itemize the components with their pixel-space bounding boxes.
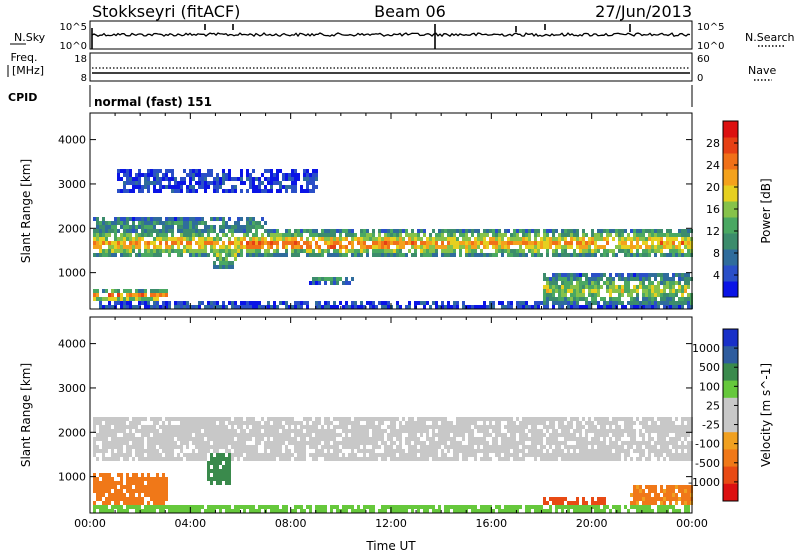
power-ylabel: Slant Range [km]	[19, 159, 33, 263]
y-tick-label: 2000	[58, 222, 86, 235]
power-panel: 1000 2000 3000 4000 Slant Range [km] 4 8 12 16…	[19, 112, 773, 310]
y-tick-label: 3000	[58, 382, 86, 395]
colorbar-tick-label: 28	[706, 137, 720, 150]
x-tick-label: 16:00	[475, 517, 507, 530]
velocity-frame	[89, 316, 693, 514]
x-axis-label: Time UT	[365, 539, 416, 553]
colorbar-tick-label: 500	[699, 361, 720, 374]
radar-title: Stokkseyri (fitACF)	[92, 2, 240, 21]
y-tick-label: 3000	[58, 178, 86, 191]
nave-tick-top: 60	[697, 54, 710, 65]
x-tick-label: 20:00	[576, 517, 608, 530]
cpid-value: normal (fast) 151	[94, 95, 212, 109]
nsky-tick-top: 10^5	[60, 22, 87, 33]
colorbar-swatch	[723, 153, 738, 170]
colorbar-swatch	[723, 233, 738, 250]
colorbar-swatch	[723, 281, 738, 298]
colorbar-swatch	[723, 265, 738, 282]
nsky-panel: N.Sky 10^5 10^0 10^5 10^0 N.Search	[10, 20, 795, 52]
colorbar-swatch	[723, 249, 738, 266]
x-tick-label: 08:00	[275, 517, 307, 530]
colorbar-swatch	[723, 329, 738, 347]
nsky-label: N.Sky	[14, 31, 46, 44]
freq-panel: Freq. [MHz] 18 8 60 0 Nave	[7, 51, 776, 84]
colorbar-swatch	[723, 121, 738, 138]
colorbar-tick-label: 20	[706, 181, 720, 194]
nsky-spikes	[91, 24, 631, 49]
velocity-colorbar: 1000 500 100 25 -25 -100 -500 -1000	[688, 328, 739, 502]
nsearch-label: N.Search	[745, 31, 795, 44]
colorbar-swatch	[723, 380, 738, 399]
colorbar-tick-label: -25	[702, 419, 720, 432]
colorbar-tick-label: 24	[706, 159, 720, 172]
nsky-trace	[91, 32, 691, 38]
power-heatmap	[93, 169, 693, 309]
nsearch-tick-bottom: 10^0	[697, 41, 724, 52]
nsky-tick-bottom: 10^0	[60, 41, 87, 52]
x-tick-label: 00:00	[676, 517, 708, 530]
velocity-panel: 1000 2000 3000 4000 00:00 04:00 08:00 12:00 16:0…	[19, 316, 773, 553]
colorbar-tick-label: 8	[713, 247, 720, 260]
colorbar-tick-label: 1000	[692, 342, 720, 355]
x-tick-label: 12:00	[375, 517, 407, 530]
colorbar-tick-label: -100	[695, 438, 720, 451]
colorbar-tick-label: 12	[706, 225, 720, 238]
date-title: 27/Jun/2013	[595, 2, 692, 21]
y-tick-label: 4000	[58, 134, 86, 147]
velocity-ylabel: Slant Range [km]	[19, 363, 33, 467]
nsearch-tick-top: 10^5	[697, 22, 724, 33]
colorbar-swatch	[723, 137, 738, 154]
colorbar-swatch	[723, 185, 738, 202]
freq-tick-top: 18	[74, 54, 87, 65]
colorbar-swatch	[723, 415, 738, 433]
freq-label: Freq.	[10, 51, 37, 64]
velocity-colorbar-label: Velocity [m s^-1]	[759, 363, 773, 467]
freq-unit-label: [MHz]	[12, 64, 44, 77]
colorbar-swatch	[723, 432, 738, 450]
power-colorbar: 4 8 12 16 20 24 28	[706, 120, 739, 298]
power-colorbar-label: Power [dB]	[759, 178, 773, 243]
colorbar-swatch	[723, 346, 738, 364]
cpid-strip: CPID normal (fast) 151	[8, 85, 693, 109]
colorbar-tick-label: -500	[695, 457, 720, 470]
y-tick-label: 2000	[58, 426, 86, 439]
colorbar-tick-label: 25	[706, 399, 720, 412]
y-tick-label: 4000	[58, 338, 86, 351]
colorbar-swatch	[723, 201, 738, 218]
colorbar-swatch	[723, 483, 738, 502]
nave-label: Nave	[748, 64, 776, 77]
velocity-heatmap	[93, 417, 693, 513]
colorbar-swatch	[723, 397, 738, 416]
colorbar-swatch	[723, 217, 738, 234]
colorbar-tick-label: -1000	[688, 476, 720, 489]
x-tick-label: 00:00	[74, 517, 106, 530]
y-tick-label: 1000	[58, 471, 86, 484]
x-tick-label: 04:00	[174, 517, 206, 530]
y-tick-label: 1000	[58, 267, 86, 280]
beam-title: Beam 06	[374, 2, 446, 21]
colorbar-tick-label: 16	[706, 203, 720, 216]
colorbar-swatch	[723, 449, 738, 468]
freq-tick-bottom: 8	[81, 73, 87, 84]
nave-tick-bottom: 0	[697, 73, 703, 84]
colorbar-tick-label: 100	[699, 380, 720, 393]
colorbar-swatch	[723, 169, 738, 186]
colorbar-swatch	[723, 466, 738, 485]
colorbar-tick-label: 4	[713, 269, 720, 282]
cpid-label: CPID	[8, 91, 37, 104]
colorbar-swatch	[723, 363, 738, 382]
